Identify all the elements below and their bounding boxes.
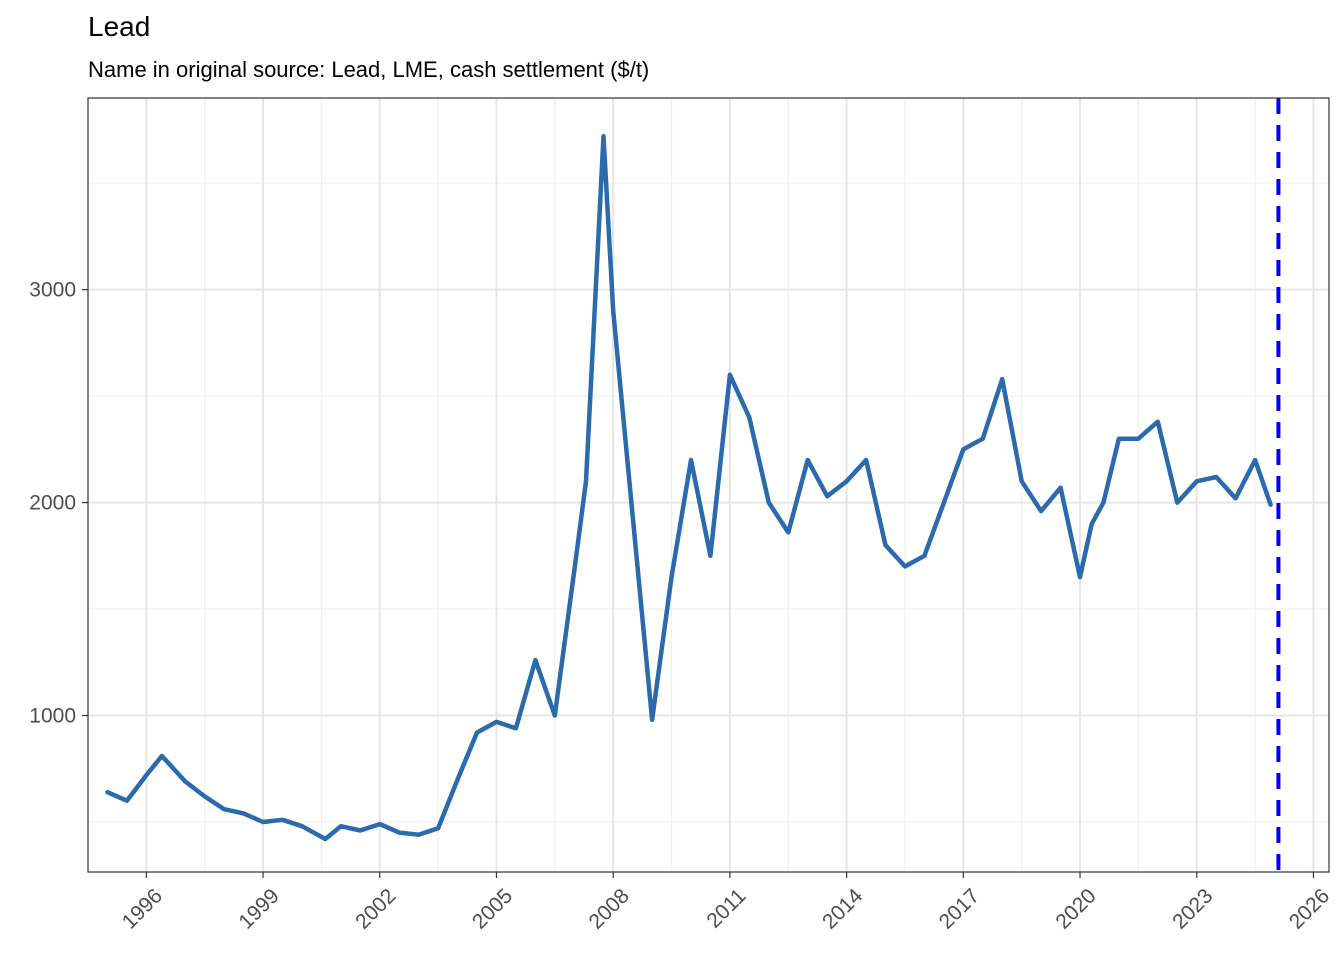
- x-tick-label: 1996: [118, 884, 167, 933]
- x-tick-label: 1999: [234, 884, 283, 933]
- grid-minor: [87, 98, 1329, 872]
- x-tick-label: 2014: [818, 884, 868, 934]
- x-tick-label: 2002: [351, 884, 400, 933]
- y-axis: 1000 2000 3000: [29, 279, 88, 727]
- x-tick-label: 2011: [702, 884, 750, 932]
- chart-title: Lead: [88, 11, 151, 42]
- x-tick-label: 2020: [1051, 884, 1100, 933]
- x-tick-label: 2023: [1168, 884, 1217, 933]
- y-tick-label: 3000: [29, 279, 76, 302]
- grid-major: [88, 98, 1329, 872]
- x-tick-label: 2026: [1285, 884, 1334, 933]
- y-tick-label: 2000: [29, 492, 76, 515]
- series-layer: [105, 134, 1273, 842]
- x-tick-label: 2008: [585, 884, 634, 933]
- plot-panel: [88, 98, 1329, 872]
- x-tick-label: 2005: [468, 884, 517, 933]
- series-line-1: [105, 134, 1273, 842]
- plot-border: [87, 97, 1330, 873]
- x-tick-label: 2017: [935, 884, 984, 933]
- y-tick-label: 1000: [29, 704, 76, 727]
- chart-subtitle: Name in original source: Lead, LME, cash…: [88, 57, 650, 82]
- x-axis: 1996 1999 2002 2005 2008 2011 2014 2017 2020 2023…: [118, 872, 1334, 934]
